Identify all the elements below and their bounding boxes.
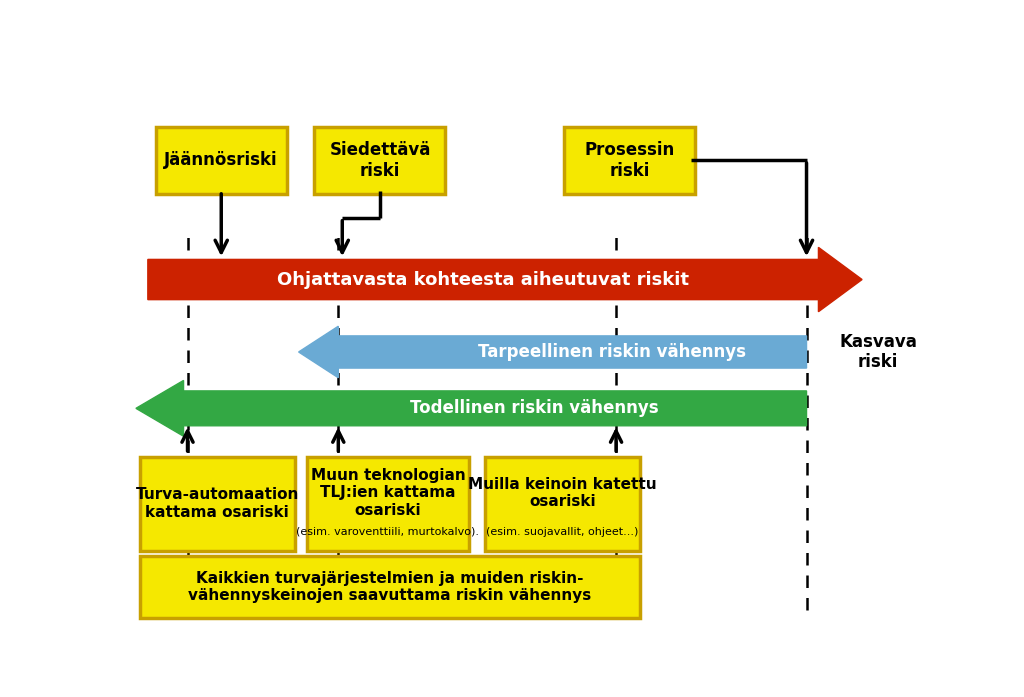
Text: (esim. varoventtiili, murtokalvo).: (esim. varoventtiili, murtokalvo). <box>296 527 479 537</box>
Text: Muun teknologian
TLJ:ien kattama
osariski: Muun teknologian TLJ:ien kattama osarisk… <box>310 468 465 518</box>
Polygon shape <box>136 381 807 436</box>
Text: (esim. suojavallit, ohjeet...): (esim. suojavallit, ohjeet...) <box>486 527 639 537</box>
Polygon shape <box>147 247 862 312</box>
Text: Prosessin
riski: Prosessin riski <box>585 141 675 180</box>
FancyBboxPatch shape <box>314 127 445 194</box>
FancyBboxPatch shape <box>485 457 640 551</box>
Text: Tarpeellinen riskin vähennys: Tarpeellinen riskin vähennys <box>478 343 746 361</box>
Polygon shape <box>299 326 807 378</box>
Text: Jäännösriski: Jäännösriski <box>165 151 279 169</box>
Text: Todellinen riskin vähennys: Todellinen riskin vähennys <box>411 399 659 418</box>
FancyBboxPatch shape <box>156 127 287 194</box>
FancyBboxPatch shape <box>306 457 469 551</box>
Text: Turva-automaation
kattama osariski: Turva-automaation kattama osariski <box>135 487 299 520</box>
Text: Ohjattavasta kohteesta aiheutuvat riskit: Ohjattavasta kohteesta aiheutuvat riskit <box>278 270 689 289</box>
Text: Kasvava
riski: Kasvava riski <box>839 332 916 372</box>
FancyBboxPatch shape <box>564 127 695 194</box>
Text: Muilla keinoin katettu
osariski: Muilla keinoin katettu osariski <box>468 477 656 510</box>
FancyBboxPatch shape <box>140 556 640 618</box>
Text: Siedettävä
riski: Siedettävä riski <box>330 141 431 180</box>
Text: Kaikkien turvajärjestelmien ja muiden riskin-
vähennyskeinojen saavuttama riskin: Kaikkien turvajärjestelmien ja muiden ri… <box>188 571 592 603</box>
FancyBboxPatch shape <box>140 457 295 551</box>
